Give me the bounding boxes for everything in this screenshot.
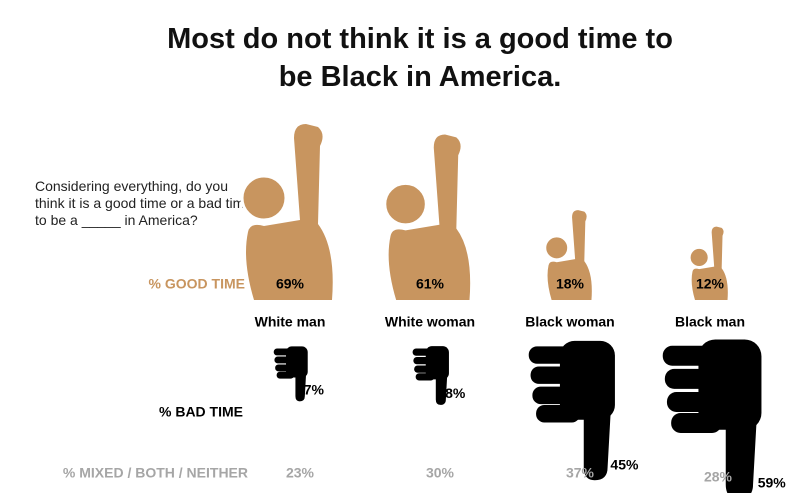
category-label: Black woman [525,314,614,330]
head-shape [240,174,288,222]
head-shape [689,247,709,268]
head-shape [544,235,569,260]
value-label: 61% [416,276,445,292]
thumb-palm [698,339,762,430]
raised-fist [240,124,333,300]
category-label: Black man [675,314,745,330]
thumb-palm [559,340,615,420]
value-label: 7% [304,382,325,398]
category-label: White woman [385,314,475,330]
thumb-digit [725,408,758,493]
arm-shape [388,134,471,300]
category-label: White man [255,314,326,330]
series-label: % MIXED / BOTH / NEITHER [63,465,248,481]
arm-shape [246,124,333,300]
value-label: 28% [704,469,733,485]
raised-fist [383,134,471,300]
arm-shape [547,210,592,300]
value-label: 59% [758,474,787,490]
thumb-digit [295,370,307,402]
thumbs-down [528,340,615,481]
raised-fist [544,210,592,300]
question-text: Considering everything, do you think it … [35,178,253,228]
arm-shape [691,226,728,300]
raised-fist [689,226,728,300]
head-shape [383,181,428,227]
series-label: % BAD TIME [159,404,243,420]
value-label: 23% [286,465,315,481]
thumb-digit [583,401,612,481]
value-label: 18% [556,276,585,292]
thumb-palm [286,346,308,378]
chart-title: Most do not think it is a good time to b… [167,23,673,93]
thumbs-down [273,346,308,402]
thumbs-down [412,346,449,405]
value-label: 8% [445,385,466,401]
value-label: 45% [610,456,639,472]
value-label: 30% [426,465,455,481]
value-label: 69% [276,276,305,292]
thumb-palm [425,346,449,380]
value-label: 37% [566,465,595,481]
thumb-digit [435,371,448,405]
value-label: 12% [696,276,725,292]
thumbs-down [662,339,762,493]
series-label: % GOOD TIME [149,276,245,292]
